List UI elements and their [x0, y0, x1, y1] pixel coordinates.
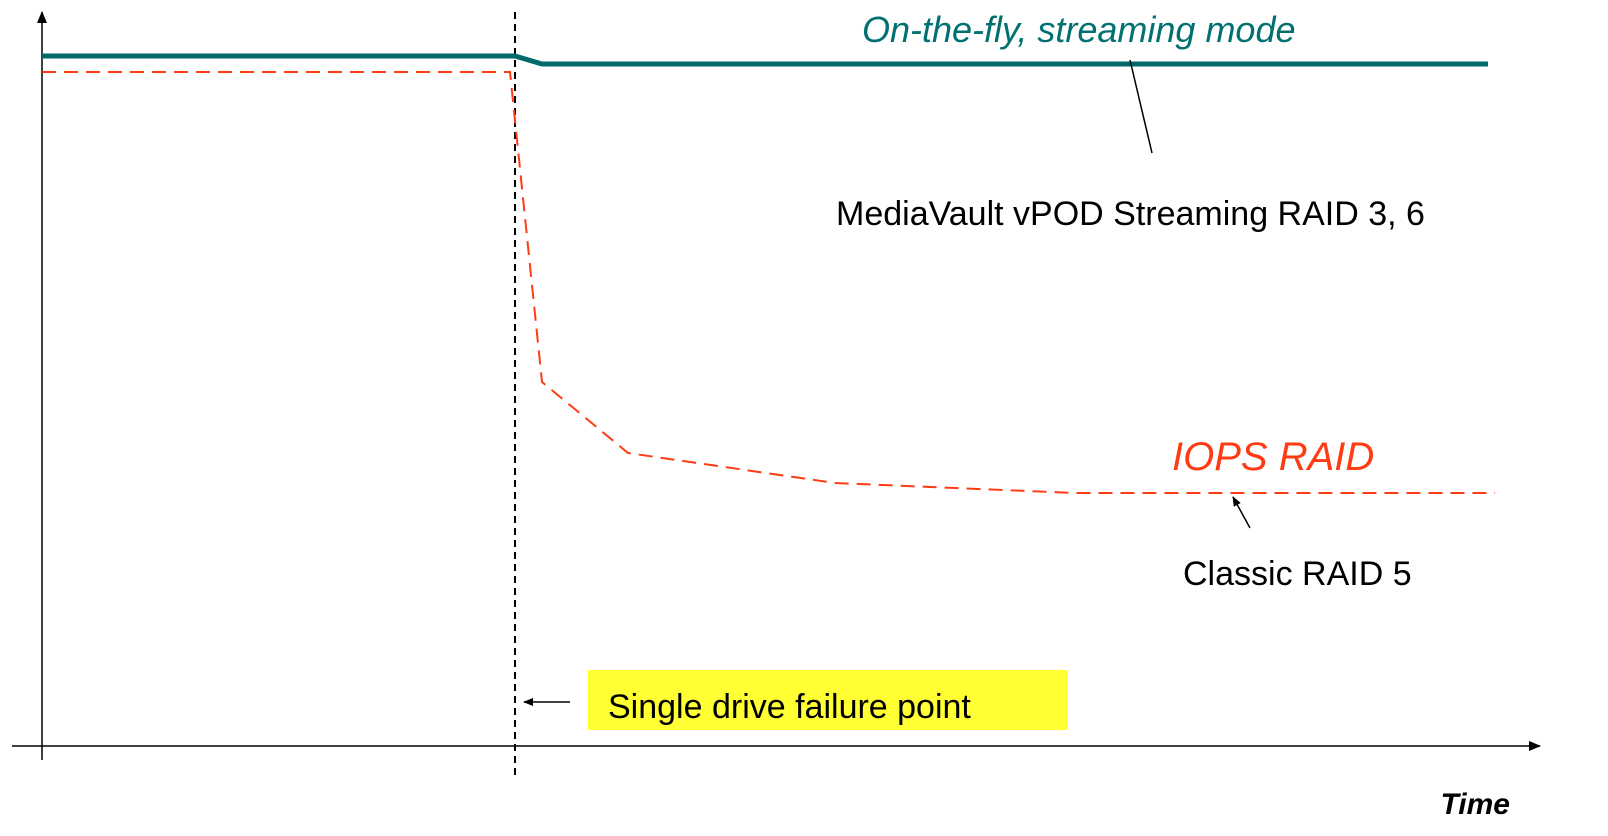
callout-arrow	[1232, 496, 1251, 529]
product-label: MediaVault vPOD Streaming RAID 3, 6	[836, 195, 1425, 233]
classic-label: Classic RAID 5	[1183, 555, 1412, 593]
iops-line	[42, 71, 1495, 494]
highlight-box	[588, 670, 1068, 730]
x-axis-label: Time	[1441, 788, 1510, 821]
callout-line	[1129, 59, 1153, 154]
iops-label: IOPS RAID	[1172, 435, 1374, 479]
failure-label: Single drive failure point	[608, 688, 971, 726]
streaming-label: On-the-fly, streaming mode	[862, 9, 1296, 50]
streaming-line	[42, 53, 1488, 67]
